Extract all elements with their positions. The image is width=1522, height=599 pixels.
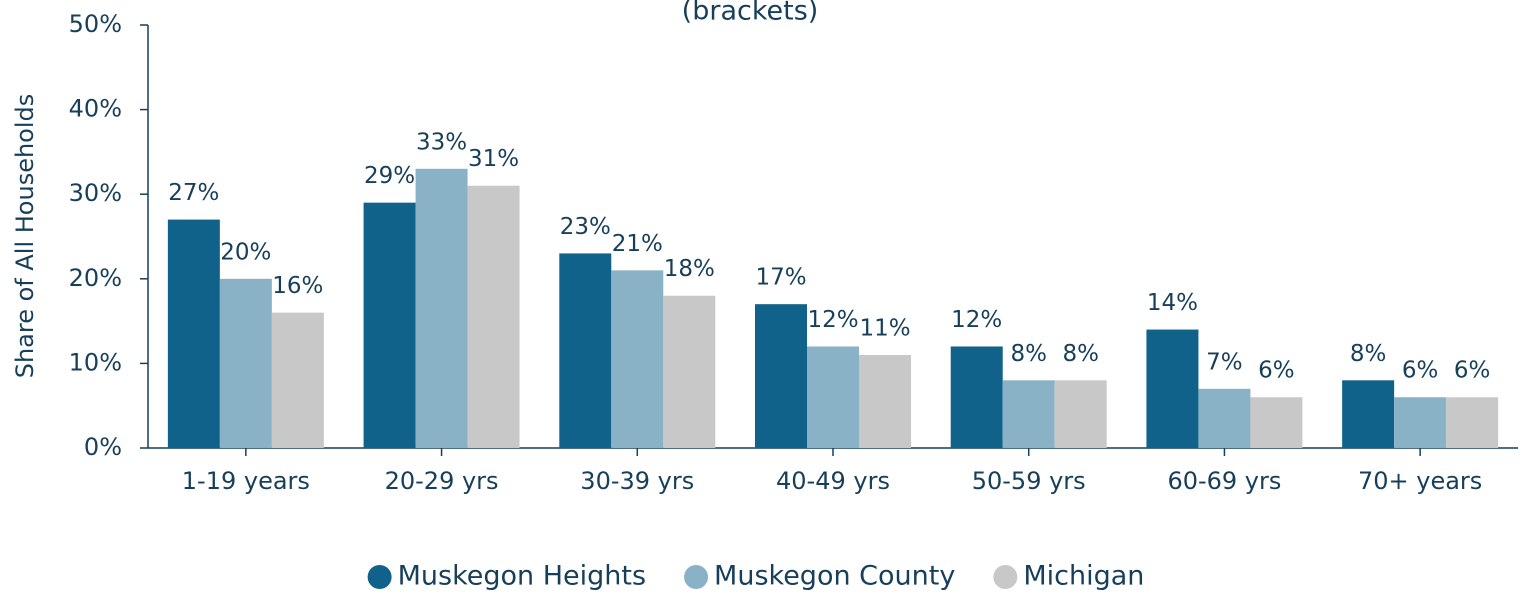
y-tick-label: 50% [69, 10, 122, 38]
bar [1446, 397, 1499, 448]
bar [219, 278, 272, 448]
y-tick-label: 40% [69, 95, 122, 123]
chart-title: (brackets) [682, 0, 819, 27]
bar [1342, 380, 1395, 448]
value-label: 12% [951, 307, 1002, 333]
value-label: 8% [1062, 341, 1099, 367]
value-label: 21% [612, 231, 663, 257]
value-label: 6% [1258, 358, 1295, 384]
bar [807, 346, 859, 448]
bar [559, 253, 612, 448]
value-label: 23% [560, 214, 611, 240]
bar [271, 312, 324, 448]
bar [1002, 380, 1055, 448]
bar [1146, 329, 1199, 448]
y-axis-label: Share of All Households [11, 94, 39, 379]
value-label: 27% [168, 180, 219, 206]
x-tick-label: 20-29 yrs [385, 467, 499, 495]
bar [611, 270, 664, 448]
y-tick-label: 20% [69, 264, 122, 292]
y-tick-label: 0% [84, 433, 122, 461]
value-label: 17% [755, 265, 806, 291]
legend-swatch [684, 565, 709, 589]
value-label: 31% [468, 146, 519, 172]
legend-label: Muskegon County [714, 561, 955, 592]
y-tick-label: 10% [69, 348, 122, 376]
bar [363, 202, 416, 448]
value-label: 7% [1206, 349, 1243, 375]
value-label: 6% [1402, 358, 1439, 384]
x-tick-label: 50-59 yrs [972, 467, 1086, 495]
value-label: 6% [1454, 358, 1491, 384]
value-label: 12% [807, 307, 858, 333]
bar [663, 295, 716, 448]
x-tick-label: 70+ years [1358, 467, 1482, 495]
legend-label: Muskegon Heights [398, 561, 646, 592]
legend-swatch [367, 565, 392, 589]
value-label: 29% [364, 163, 415, 189]
bar [167, 219, 220, 448]
x-tick-label: 60-69 yrs [1167, 467, 1281, 495]
bar [859, 354, 911, 448]
x-tick-label: 30-39 yrs [580, 467, 694, 495]
value-label: 14% [1147, 290, 1198, 316]
bar [950, 346, 1003, 448]
value-label: 20% [220, 239, 271, 265]
bar [755, 304, 807, 448]
value-label: 16% [272, 273, 323, 299]
x-tick-label: 1-19 years [182, 467, 310, 495]
value-label: 8% [1010, 341, 1047, 367]
bar [415, 168, 468, 448]
value-label: 33% [416, 129, 467, 155]
bar [1198, 388, 1251, 448]
legend-label: Michigan [1023, 561, 1144, 592]
bar [1250, 397, 1303, 448]
x-tick-label: 40-49 yrs [776, 467, 890, 495]
bar [1394, 397, 1447, 448]
value-label: 18% [664, 256, 715, 282]
value-label: 8% [1350, 341, 1387, 367]
bar [467, 185, 520, 449]
y-tick-label: 30% [69, 179, 122, 207]
bar [1054, 380, 1107, 448]
value-label: 11% [859, 315, 910, 341]
legend-swatch [993, 565, 1018, 589]
